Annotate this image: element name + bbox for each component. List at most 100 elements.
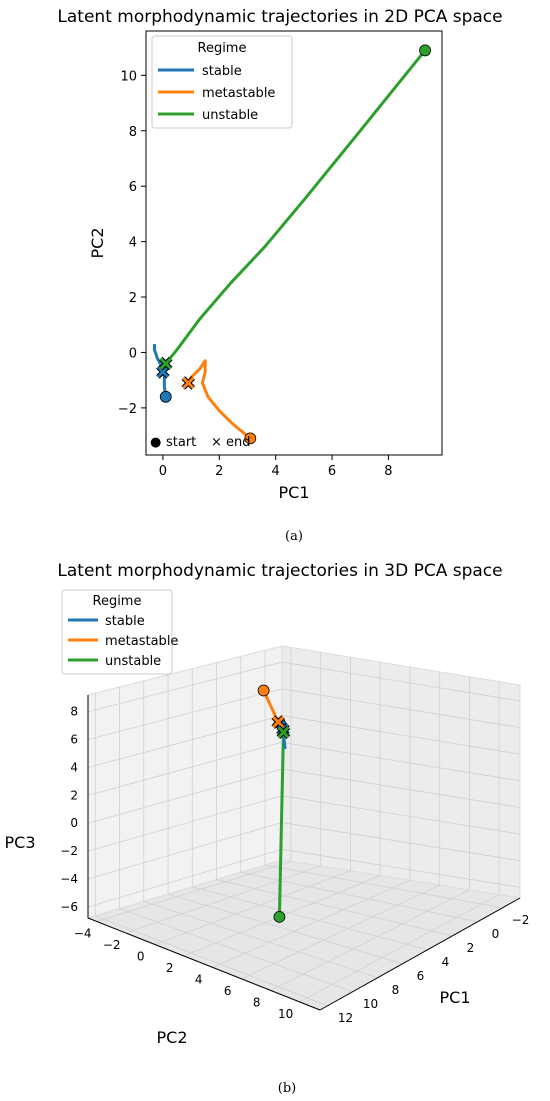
pc1-tick-label: 0 xyxy=(492,927,500,941)
x-tick-label: 0 xyxy=(159,464,167,479)
start-marker-metastable xyxy=(244,432,257,445)
series-line-3d-unstable xyxy=(277,732,285,917)
pc3-tick-label: −4 xyxy=(60,872,78,886)
y-tick-label: 10 xyxy=(120,69,137,84)
x-tick-label: 4 xyxy=(272,464,280,479)
pc2-tick-label: −2 xyxy=(103,938,121,952)
start-marker-unstable xyxy=(419,44,431,57)
marker-legend-end-label: end xyxy=(226,435,251,450)
pc1-tick-label: 12 xyxy=(338,1011,353,1025)
marker-legend-start-label: start xyxy=(166,435,196,450)
y-tick-label: −2 xyxy=(118,402,137,417)
start-marker-3d-unstable xyxy=(273,910,286,923)
grid-line xyxy=(212,880,411,968)
axis-pc1-line xyxy=(319,897,521,1011)
grid-line xyxy=(125,865,321,934)
pc2-tick-label: 4 xyxy=(195,972,203,986)
marker-legend-start-symbol: ● xyxy=(150,435,161,450)
y-tick-label: 4 xyxy=(129,236,137,251)
start-marker-stable xyxy=(159,390,172,403)
marker-legend-end-symbol: × xyxy=(211,435,222,450)
end-marker-3d-unstable xyxy=(277,726,290,739)
grid-line xyxy=(192,886,428,951)
end-marker-stable xyxy=(156,365,169,378)
chart-b-legend-label-stable: stable xyxy=(105,614,145,629)
y-tick-label: 2 xyxy=(129,291,137,306)
chart-a-series xyxy=(152,44,431,445)
pc3-tick-label: 2 xyxy=(70,788,78,802)
grid-line xyxy=(119,908,353,993)
grid-line xyxy=(87,848,283,908)
start-marker-3d-metastable xyxy=(257,684,270,697)
pc1-tick-label: 10 xyxy=(363,997,378,1011)
grid-line xyxy=(281,661,521,702)
chart-a-title: Latent morphodynamic trajectories in 2D … xyxy=(57,7,502,27)
pane-right xyxy=(281,645,521,899)
pc2-tick-label: 0 xyxy=(137,949,145,963)
grid-line xyxy=(241,884,440,980)
chart-b-legend: Regime stable metastable unstable xyxy=(61,589,178,675)
chart-b-ylabel: PC2 xyxy=(157,1028,188,1047)
grid-line xyxy=(264,864,503,909)
chart-a-legend-box xyxy=(151,35,293,129)
x-tick-label: 2 xyxy=(215,464,223,479)
grid-line xyxy=(87,715,283,768)
grid-line xyxy=(96,861,292,922)
end-marker-3d-metastable xyxy=(272,716,285,729)
chart-b-legend-label-unstable: unstable xyxy=(105,654,161,669)
caption-b: (b) xyxy=(278,1081,296,1096)
chart-a-ylabel: PC2 xyxy=(88,228,107,259)
pc1-tick-label: 6 xyxy=(417,969,425,983)
chart-a-legend-label-stable: stable xyxy=(202,64,242,79)
grid-line xyxy=(143,900,378,979)
grid-line xyxy=(154,870,351,945)
grid-line xyxy=(87,768,283,824)
y-tick-label: 0 xyxy=(129,346,137,361)
grid-line xyxy=(87,795,283,852)
grid-line xyxy=(167,893,403,965)
chart-a-legend-label-metastable: metastable xyxy=(202,86,275,101)
pc3-tick-label: 4 xyxy=(70,760,78,774)
pc2-tick-label: 2 xyxy=(166,961,174,975)
chart-a-legend-title: Regime xyxy=(198,41,247,56)
chart-b-legend-title: Regime xyxy=(93,594,142,609)
chart-a-ticks: 0 2 4 6 8 −2 0 2 4 6 8 10 xyxy=(118,69,393,479)
axis-pc2-line xyxy=(87,917,321,1011)
chart-b-legend-label-metastable: metastable xyxy=(105,634,178,649)
grid-line xyxy=(87,688,283,740)
chart-b-3d-box xyxy=(86,645,522,1011)
chart-a-legend-label-unstable: unstable xyxy=(202,108,258,123)
pc1-tick-label: 2 xyxy=(467,941,475,955)
grid-line xyxy=(270,889,470,991)
pc2-tick-label: 8 xyxy=(253,995,261,1009)
chart-b-zlabel: PC3 xyxy=(5,833,36,852)
pc3-tick-label: −6 xyxy=(60,900,78,914)
chart-a-xlabel: PC1 xyxy=(279,483,310,502)
chart-b-xlabel: PC1 xyxy=(440,988,471,1007)
grid-line xyxy=(281,768,521,808)
end-marker-metastable xyxy=(182,376,195,390)
chart-b-title: Latent morphodynamic trajectories in 3D … xyxy=(57,561,502,581)
pc3-tick-label: −2 xyxy=(60,844,78,858)
grid-line xyxy=(281,822,521,862)
y-tick-label: 8 xyxy=(129,125,137,140)
grid-line xyxy=(87,822,283,880)
grid-line xyxy=(87,661,283,713)
pc1-tick-label: −2 xyxy=(512,913,530,927)
grid-line xyxy=(281,688,521,728)
pc3-tick-label: 8 xyxy=(70,705,78,719)
grid-line xyxy=(281,795,521,835)
y-tick-label: 6 xyxy=(129,180,137,195)
pc1-tick-label: 8 xyxy=(392,983,400,997)
chart-b-ticks: −4 −2 0 2 4 6 8 10 12 10 8 6 4 2 0 −2 −6 −4 −2 0 2 4 6 8 xyxy=(60,705,529,1025)
series-line-metastable xyxy=(186,359,252,440)
chart-a-marker-legend: ● start × end xyxy=(150,435,251,450)
grid-line xyxy=(299,894,500,1003)
grid-line xyxy=(95,915,328,1007)
pc2-tick-label: −4 xyxy=(74,926,92,940)
caption-a: (a) xyxy=(285,529,303,544)
x-tick-label: 8 xyxy=(384,464,392,479)
grid-line xyxy=(281,848,521,888)
pc1-tick-label: 4 xyxy=(442,955,450,969)
